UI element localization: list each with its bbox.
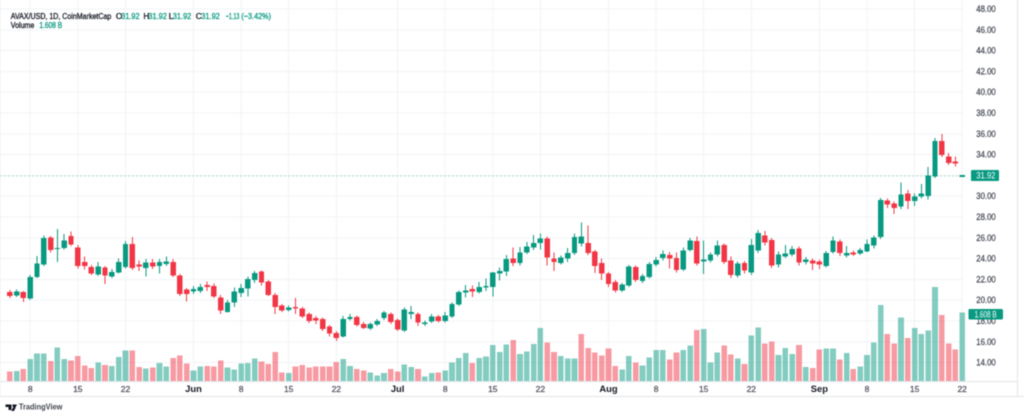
svg-text:38.00: 38.00 xyxy=(976,108,996,118)
svg-text:15: 15 xyxy=(910,384,920,394)
svg-text:46.00: 46.00 xyxy=(976,25,996,35)
svg-text:1.608 B: 1.608 B xyxy=(975,309,997,319)
svg-text:TradingView: TradingView xyxy=(19,403,63,412)
svg-text:C: C xyxy=(196,11,202,21)
svg-text:34.00: 34.00 xyxy=(976,150,996,160)
svg-text:22.00: 22.00 xyxy=(976,274,996,284)
svg-text:22: 22 xyxy=(121,384,131,394)
svg-text:18.00: 18.00 xyxy=(976,316,996,326)
svg-text:Jul: Jul xyxy=(391,383,405,394)
svg-text:15: 15 xyxy=(284,384,294,394)
svg-text:44.00: 44.00 xyxy=(976,46,996,56)
svg-text:30.00: 30.00 xyxy=(976,191,996,201)
svg-text:22: 22 xyxy=(536,384,546,394)
svg-text:8: 8 xyxy=(654,384,659,394)
svg-text:−1.13: −1.13 xyxy=(226,11,240,21)
svg-text:Aug: Aug xyxy=(599,383,617,394)
svg-text:8: 8 xyxy=(443,384,448,394)
svg-text:O: O xyxy=(116,11,123,21)
svg-text:15: 15 xyxy=(73,384,83,394)
svg-text:36.00: 36.00 xyxy=(976,129,996,139)
svg-text:14.00: 14.00 xyxy=(976,358,996,368)
svg-text:1.608 B: 1.608 B xyxy=(39,20,62,30)
svg-text:28.00: 28.00 xyxy=(976,212,996,222)
svg-text:31.92: 31.92 xyxy=(148,11,167,21)
svg-text:16.00: 16.00 xyxy=(976,337,996,347)
svg-text:H: H xyxy=(143,11,149,21)
svg-text:Volume: Volume xyxy=(11,20,35,30)
svg-text:22: 22 xyxy=(957,384,967,394)
svg-text:31.92: 31.92 xyxy=(173,11,192,21)
svg-text:31.92: 31.92 xyxy=(201,11,220,21)
svg-text:L: L xyxy=(169,11,174,21)
svg-text:(−3.42%): (−3.42%) xyxy=(241,11,271,21)
svg-text:42.00: 42.00 xyxy=(976,66,996,76)
svg-text:8: 8 xyxy=(28,384,33,394)
svg-text:15: 15 xyxy=(699,384,709,394)
svg-text:Sep: Sep xyxy=(811,383,828,394)
svg-text:48.00: 48.00 xyxy=(976,4,996,14)
svg-text:Jun: Jun xyxy=(185,383,202,394)
svg-text:22: 22 xyxy=(747,384,757,394)
svg-text:31.92: 31.92 xyxy=(976,171,995,181)
svg-text:8: 8 xyxy=(865,384,870,394)
svg-text:40.00: 40.00 xyxy=(976,87,996,97)
svg-text:20.00: 20.00 xyxy=(976,295,996,305)
svg-text:15: 15 xyxy=(488,384,498,394)
svg-text:8: 8 xyxy=(239,384,244,394)
svg-text:AVAX/USD, 1D, CoinMarketCap: AVAX/USD, 1D, CoinMarketCap xyxy=(11,11,112,21)
svg-text:24.00: 24.00 xyxy=(976,254,996,264)
svg-text:26.00: 26.00 xyxy=(976,233,996,243)
svg-text:31.92: 31.92 xyxy=(121,11,140,21)
svg-text:22: 22 xyxy=(332,384,342,394)
